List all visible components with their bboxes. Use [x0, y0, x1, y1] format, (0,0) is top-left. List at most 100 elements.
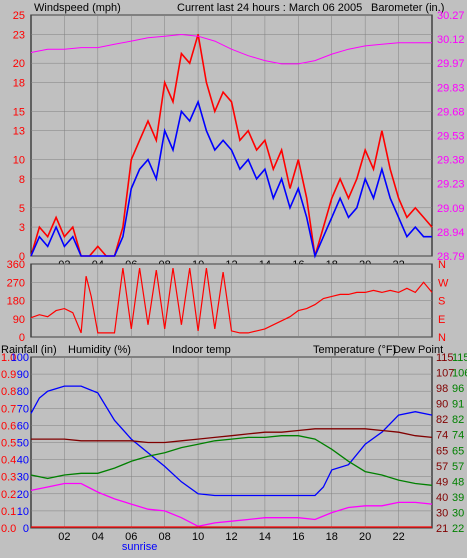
rain-y-tick-label: 1.0 [1, 352, 16, 364]
baro-y-tick-label: 29.97 [437, 58, 465, 70]
series-temperature-f--line [30, 435, 433, 486]
rain-y-tick-label: 0.7 [1, 403, 16, 415]
temp-x-tick-label: 16 [292, 531, 304, 543]
humidity-y-tick-label: 90 [17, 369, 29, 381]
baro-y-tick-label: 29.83 [437, 82, 465, 94]
wind-y-tick-label: 13 [13, 126, 25, 138]
wind-y-tick-label: 10 [13, 155, 25, 167]
compass-label: W [438, 277, 449, 289]
temp-y-tick-label: 57 [452, 461, 464, 473]
temp-x-tick-label: 22 [392, 531, 404, 543]
rain-axis-title: Rainfall (in) [1, 344, 57, 356]
temp-x-tick-label: 04 [92, 531, 104, 543]
wind-y-tick-label: 25 [13, 10, 25, 22]
rain-y-tick-label: 0.6 [1, 420, 16, 432]
series-gust-line [30, 34, 433, 257]
rain-y-tick-label: 0.5 [1, 438, 16, 450]
chart-title: Current last 24 hours : March 06 2005 [177, 2, 362, 14]
temp-y-tick-label: 22 [452, 523, 464, 535]
compass-label: S [438, 296, 445, 308]
baro-y-tick-label: 29.09 [437, 203, 465, 215]
wind-y-tick-label: 3 [19, 222, 25, 234]
wind-y-tick-label: 8 [19, 174, 25, 186]
wind-axis-title: Windspeed (mph) [34, 2, 121, 14]
wind-y-tick-label: 5 [19, 203, 25, 215]
baro-axis-title: Barometer (in.) [371, 2, 444, 14]
rain-y-tick-label: 0.9 [1, 369, 16, 381]
wind-y-tick-label: 20 [13, 58, 25, 70]
temp-x-tick-label: 12 [225, 531, 237, 543]
rain-y-tick-label: 0.2 [1, 489, 16, 501]
indoor-y-tick-label: 21 [436, 523, 448, 535]
indoor-y-tick-label: 98 [436, 383, 448, 395]
baro-y-tick-label: 29.38 [437, 155, 465, 167]
baro-y-tick-label: 28.79 [437, 251, 465, 263]
dir-y-tick-label: 180 [7, 296, 25, 308]
humidity-y-tick-label: 20 [17, 489, 29, 501]
rain-y-tick-label: 0.4 [1, 455, 16, 467]
temp-y-tick-label: 74 [452, 430, 464, 442]
temp-x-tick-label: 14 [259, 531, 271, 543]
temp-y-tick-label: 48 [452, 476, 464, 488]
compass-label: N [438, 332, 446, 344]
baro-y-tick-label: 30.27 [437, 10, 465, 22]
temp-x-tick-label: 10 [192, 531, 204, 543]
wind-y-tick-label: 0 [19, 251, 25, 263]
temp-y-tick-label: 96 [452, 383, 464, 395]
wind-y-tick-label: 15 [13, 106, 25, 118]
dir-y-tick-label: 90 [13, 314, 25, 326]
temp-y-tick-label: 106 [452, 368, 467, 380]
wind-y-tick-label: 18 [13, 77, 25, 89]
indoor-y-tick-label: 49 [436, 476, 448, 488]
baro-y-tick-label: 30.12 [437, 34, 465, 46]
indoor-y-tick-label: 107 [436, 368, 454, 380]
baro-y-tick-label: 28.94 [437, 227, 465, 239]
humidity-y-tick-label: 80 [17, 386, 29, 398]
indoor-y-tick-label: 74 [436, 430, 448, 442]
temperature-axis-title: Temperature (°F) [313, 344, 396, 356]
series-dew-point-line [30, 482, 433, 527]
humidity-y-tick-label: 10 [17, 506, 29, 518]
rain-y-tick-label: 0.1 [1, 506, 16, 518]
baro-y-tick-label: 29.23 [437, 179, 465, 191]
humidity-y-tick-label: 0 [23, 523, 29, 535]
dir-y-tick-label: 270 [7, 277, 25, 289]
temp-y-tick-label: 91 [452, 399, 464, 411]
wind-y-tick-label: 23 [13, 29, 25, 41]
humidity-axis-title: Humidity (%) [68, 344, 131, 356]
rain-y-tick-label: 0.3 [1, 472, 16, 484]
humidity-y-tick-label: 30 [17, 472, 29, 484]
sunrise-label-3: sunrise [122, 541, 157, 553]
rain-y-tick-label: 0.8 [1, 386, 16, 398]
rain-y-tick-label: 0.0 [1, 523, 16, 535]
indoor-temp-title: Indoor temp [172, 344, 231, 356]
dewpoint-axis-title: Dew Point [393, 344, 443, 356]
humidity-y-tick-label: 60 [17, 420, 29, 432]
series-barometer-line [30, 33, 432, 65]
compass-label: N [438, 259, 446, 271]
temp-x-tick-label: 08 [159, 531, 171, 543]
indoor-y-tick-label: 57 [436, 461, 448, 473]
baro-y-tick-label: 29.53 [437, 131, 465, 143]
temp-x-tick-label: 06 [125, 531, 137, 543]
dir-y-tick-label: 360 [7, 259, 25, 271]
series-average-line [30, 99, 432, 259]
series-indoor-temp-line [31, 428, 433, 444]
indoor-y-tick-label: 115 [436, 352, 454, 364]
humidity-y-tick-label: 50 [17, 438, 29, 450]
temp-y-tick-label: 30 [452, 507, 464, 519]
indoor-y-tick-label: 82 [436, 414, 448, 426]
indoor-y-tick-label: 90 [436, 399, 448, 411]
series-direction-line [30, 268, 433, 334]
temp-y-tick-label: 115 [452, 352, 467, 364]
humidity-y-tick-label: 70 [17, 403, 29, 415]
temp-y-tick-label: 65 [452, 445, 464, 457]
temp-y-tick-label: 39 [452, 492, 464, 504]
dir-y-tick-label: 0 [19, 332, 25, 344]
series-humidity--line [30, 385, 433, 497]
humidity-y-tick-label: 100 [11, 352, 29, 364]
baro-y-tick-label: 29.68 [437, 106, 465, 118]
temp-y-tick-label: 82 [452, 414, 464, 426]
